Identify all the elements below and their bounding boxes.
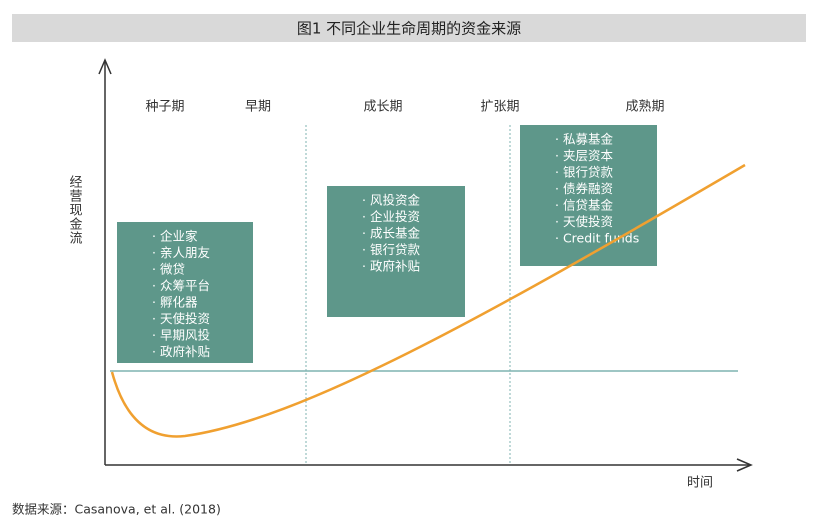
box-item: · 银行贷款 (555, 165, 613, 180)
source: 数据来源：Casanova, et al. (2018) (12, 502, 221, 517)
stage-label: 成长期 (363, 100, 402, 115)
stage-label: 种子期 (145, 100, 184, 115)
box-item: · 夹层资本 (555, 148, 613, 163)
x-axis-label: 时间 (687, 476, 713, 491)
box-item: · 孵化器 (152, 295, 198, 310)
box-item: · 信贷基金 (555, 198, 613, 213)
title: 图1 不同企业生命周期的资金来源 (297, 20, 521, 38)
box-item: · 众筹平台 (152, 278, 210, 293)
stage-label: 扩张期 (480, 100, 519, 115)
box-item: · 债券融资 (555, 181, 613, 196)
box-item: · 微贷 (152, 262, 185, 277)
box-item: · 私募基金 (555, 132, 613, 147)
box-item: · 风投资金 (362, 193, 420, 208)
box-item: · 银行贷款 (362, 242, 420, 257)
stage-label: 成熟期 (625, 99, 664, 115)
boxes: · 企业家· 亲人朋友· 微贷· 众筹平台· 孵化器· 天使投资· 早期风投· … (117, 125, 657, 363)
box-item: · 政府补贴 (152, 344, 210, 359)
box-item: · 成长基金 (362, 226, 420, 241)
box-item: · Credit funds (555, 231, 639, 246)
fund-box (327, 186, 465, 317)
box-item: · 天使投资 (152, 311, 210, 326)
stage-label: 早期 (245, 100, 271, 115)
box-item: · 企业投资 (362, 209, 420, 224)
box-item: · 政府补贴 (362, 259, 420, 274)
fund-box (520, 125, 657, 266)
box-item: · 早期风投 (152, 328, 210, 343)
x-arrow (736, 458, 753, 472)
fund-box (117, 222, 253, 363)
box-item: · 亲人朋友 (152, 245, 210, 260)
box-item: · 天使投资 (555, 214, 613, 229)
title-bar (12, 14, 806, 42)
y-arrow (98, 58, 112, 75)
box-item: · 企业家 (152, 229, 198, 244)
cash-flow-curve (110, 163, 746, 438)
y-axis-label: 经营现金流 (67, 175, 83, 245)
